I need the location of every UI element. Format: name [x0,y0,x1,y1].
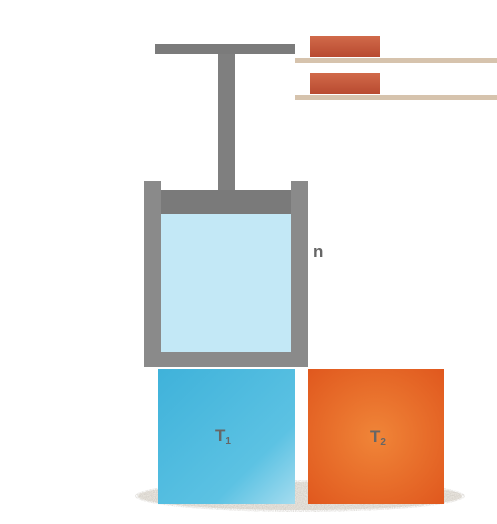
shelf-bottom [295,95,497,100]
weight-brick-bottom[interactable] [310,73,380,94]
label-t1: T1 [215,426,231,447]
piston-handle[interactable] [155,44,295,192]
piston-head[interactable] [161,190,291,214]
t1-subscript: 1 [225,436,231,447]
t2-subscript: 2 [380,437,386,448]
cylinder [144,181,308,367]
t2-symbol: T [370,427,381,446]
n-text: n [313,242,324,261]
hot-reservoir[interactable] [308,369,444,504]
cylinder-right-wall [291,181,308,367]
piston-rod [218,54,235,192]
shelf-top [295,58,497,63]
cold-reservoir[interactable] [158,369,295,504]
piston-crossbar [155,44,295,54]
weight-shelves [295,36,497,100]
label-n: n [313,242,323,262]
label-t2: T2 [370,427,386,448]
cylinder-base [144,352,308,367]
cylinder-left-wall [144,181,161,367]
weight-brick-top[interactable] [310,36,380,57]
gas [161,214,291,352]
t1-symbol: T [215,426,226,445]
